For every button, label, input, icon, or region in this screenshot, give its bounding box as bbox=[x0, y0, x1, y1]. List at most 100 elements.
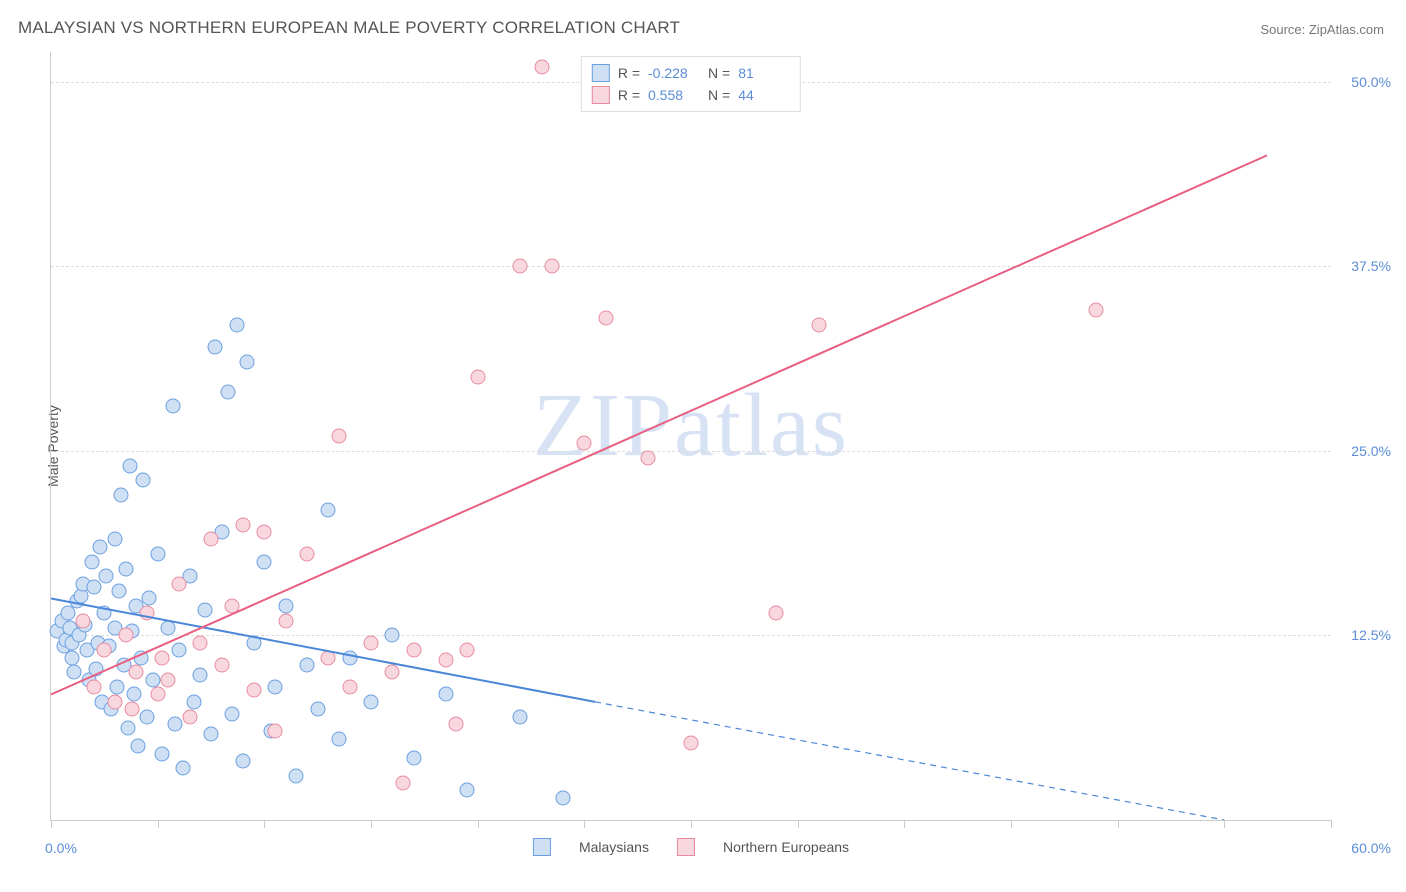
data-point bbox=[534, 59, 549, 74]
data-point bbox=[118, 561, 133, 576]
gridline bbox=[51, 451, 1331, 452]
stats-legend-box: R = -0.228 N = 81 R = 0.558 N = 44 bbox=[581, 56, 801, 112]
data-point bbox=[161, 672, 176, 687]
data-point bbox=[598, 310, 613, 325]
data-point bbox=[396, 776, 411, 791]
x-tick bbox=[1118, 820, 1119, 828]
data-point bbox=[385, 628, 400, 643]
data-point bbox=[556, 790, 571, 805]
x-tick bbox=[1011, 820, 1012, 828]
legend-bottom: Malaysians Northern Europeans bbox=[533, 838, 849, 856]
data-point bbox=[204, 532, 219, 547]
data-point bbox=[438, 687, 453, 702]
y-tick-label: 50.0% bbox=[1351, 74, 1391, 90]
data-point bbox=[120, 721, 135, 736]
data-point bbox=[88, 662, 103, 677]
data-point bbox=[332, 429, 347, 444]
stat-r-val-1: -0.228 bbox=[648, 62, 700, 84]
trend-lines bbox=[51, 52, 1331, 820]
data-point bbox=[93, 539, 108, 554]
data-point bbox=[449, 717, 464, 732]
data-point bbox=[67, 665, 82, 680]
data-point bbox=[110, 680, 125, 695]
data-point bbox=[97, 643, 112, 658]
legend-swatch-1 bbox=[533, 838, 551, 856]
data-point bbox=[257, 525, 272, 540]
data-point bbox=[513, 259, 528, 274]
data-point bbox=[769, 606, 784, 621]
data-point bbox=[114, 488, 129, 503]
stats-row-1: R = -0.228 N = 81 bbox=[592, 62, 790, 84]
data-point bbox=[193, 668, 208, 683]
chart-title: MALAYSIAN VS NORTHERN EUROPEAN MALE POVE… bbox=[18, 18, 680, 38]
watermark-light: atlas bbox=[674, 376, 849, 475]
data-point bbox=[172, 643, 187, 658]
data-point bbox=[310, 702, 325, 717]
data-point bbox=[167, 717, 182, 732]
data-point bbox=[240, 355, 255, 370]
data-point bbox=[208, 340, 223, 355]
y-tick-label: 37.5% bbox=[1351, 258, 1391, 274]
x-tick bbox=[478, 820, 479, 828]
x-tick bbox=[1331, 820, 1332, 828]
data-point bbox=[135, 473, 150, 488]
x-tick bbox=[158, 820, 159, 828]
x-tick bbox=[584, 820, 585, 828]
data-point bbox=[140, 709, 155, 724]
stat-n-val-1: 81 bbox=[738, 62, 790, 84]
data-point bbox=[172, 576, 187, 591]
x-axis-min-label: 0.0% bbox=[45, 840, 77, 856]
data-point bbox=[214, 657, 229, 672]
legend-swatch-2 bbox=[677, 838, 695, 856]
data-point bbox=[268, 680, 283, 695]
data-point bbox=[131, 739, 146, 754]
swatch-pink bbox=[592, 86, 610, 104]
data-point bbox=[342, 680, 357, 695]
x-tick bbox=[264, 820, 265, 828]
data-point bbox=[246, 635, 261, 650]
data-point bbox=[460, 643, 475, 658]
data-point bbox=[332, 731, 347, 746]
data-point bbox=[129, 665, 144, 680]
data-point bbox=[364, 635, 379, 650]
data-point bbox=[133, 650, 148, 665]
data-point bbox=[278, 598, 293, 613]
data-point bbox=[1089, 303, 1104, 318]
data-point bbox=[300, 547, 315, 562]
data-point bbox=[150, 547, 165, 562]
data-point bbox=[641, 451, 656, 466]
data-point bbox=[289, 768, 304, 783]
data-point bbox=[112, 584, 127, 599]
x-tick bbox=[1224, 820, 1225, 828]
data-point bbox=[229, 318, 244, 333]
data-point bbox=[127, 687, 142, 702]
gridline bbox=[51, 635, 1331, 636]
data-point bbox=[438, 653, 453, 668]
data-point bbox=[321, 502, 336, 517]
data-point bbox=[406, 643, 421, 658]
stat-n-label-1: N = bbox=[708, 62, 730, 84]
data-point bbox=[470, 369, 485, 384]
gridline bbox=[51, 266, 1331, 267]
x-tick bbox=[51, 820, 52, 828]
data-point bbox=[122, 458, 137, 473]
data-point bbox=[154, 746, 169, 761]
data-point bbox=[684, 736, 699, 751]
data-point bbox=[197, 603, 212, 618]
data-point bbox=[812, 318, 827, 333]
stat-n-val-2: 44 bbox=[738, 84, 790, 106]
data-point bbox=[545, 259, 560, 274]
x-tick bbox=[371, 820, 372, 828]
stat-n-label-2: N = bbox=[708, 84, 730, 106]
source-prefix: Source: bbox=[1260, 22, 1308, 37]
data-point bbox=[154, 650, 169, 665]
data-point bbox=[257, 554, 272, 569]
data-point bbox=[65, 650, 80, 665]
data-point bbox=[460, 783, 475, 798]
data-point bbox=[182, 709, 197, 724]
data-point bbox=[577, 436, 592, 451]
data-point bbox=[142, 591, 157, 606]
stats-row-2: R = 0.558 N = 44 bbox=[592, 84, 790, 106]
data-point bbox=[118, 628, 133, 643]
data-point bbox=[246, 683, 261, 698]
